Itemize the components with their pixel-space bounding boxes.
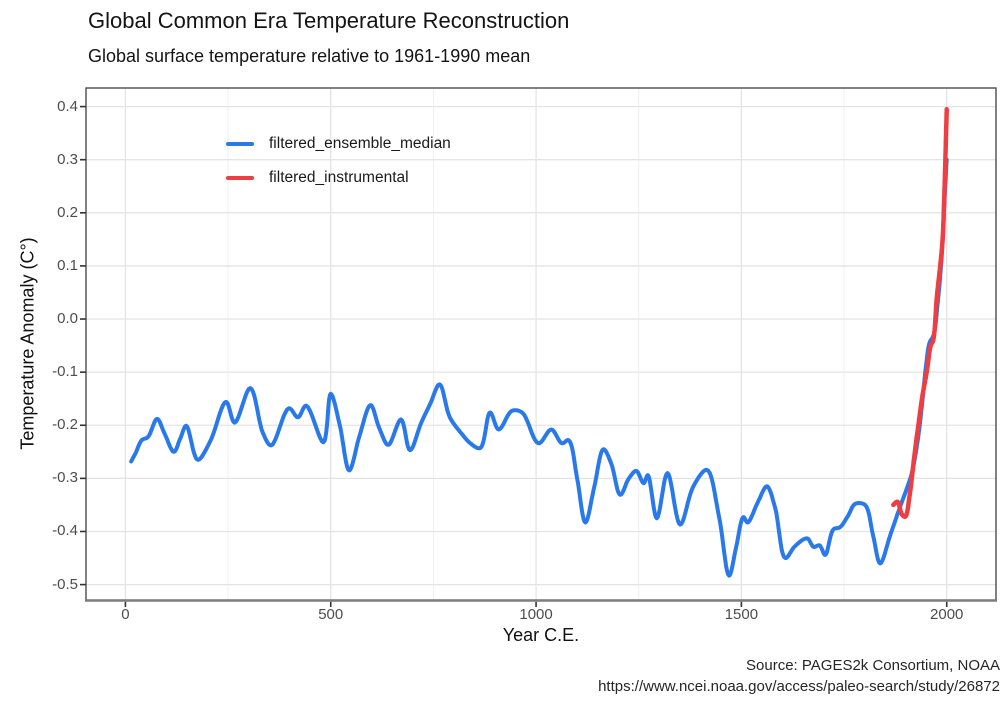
legend-item-ensemble-median: filtered_ensemble_median [226,127,451,161]
y-tick-label: 0.0 [57,310,78,328]
y-tick-label: -0.1 [52,363,78,381]
y-tick-label: 0.4 [57,97,78,115]
legend-label: filtered_ensemble_median [269,135,451,152]
chart-title: Global Common Era Temperature Reconstruc… [88,8,570,33]
x-tick-label: 1500 [724,606,759,623]
y-axis-title: Temperature Anomaly (C°) [17,237,38,450]
x-axis-title: Year C.E. [502,625,580,645]
x-tick-label: 500 [318,606,344,623]
y-tick-label: -0.2 [52,416,78,434]
series-line-filtered_instrumental [891,106,949,519]
panel-border [85,87,997,601]
x-tick-label: 0 [121,606,130,623]
x-tick-label: 1000 [519,606,553,623]
y-tick-label: -0.4 [52,522,78,540]
y-tick-label: -0.3 [52,469,78,487]
chart-subtitle: Global surface temperature relative to 1… [88,46,531,66]
series-line-filtered_ensemble_median [129,157,949,578]
y-tick-label: 0.3 [57,150,78,168]
legend: filtered_ensemble_median filtered_instru… [226,127,451,195]
legend-item-instrumental: filtered_instrumental [226,161,451,195]
legend-label: filtered_instrumental [269,169,409,186]
y-tick-label: -0.5 [52,575,78,593]
legend-key-red-line [226,175,254,181]
legend-key-blue-line [226,141,254,147]
source-caption: Source: PAGES2k Consortium, NOAA [746,657,1000,674]
y-tick-label: 0.2 [57,203,78,221]
x-tick-label: 2000 [930,606,964,623]
y-tick-label: 0.1 [57,256,78,274]
source-url-caption: https://www.ncei.noaa.gov/access/paleo-s… [598,678,1000,695]
